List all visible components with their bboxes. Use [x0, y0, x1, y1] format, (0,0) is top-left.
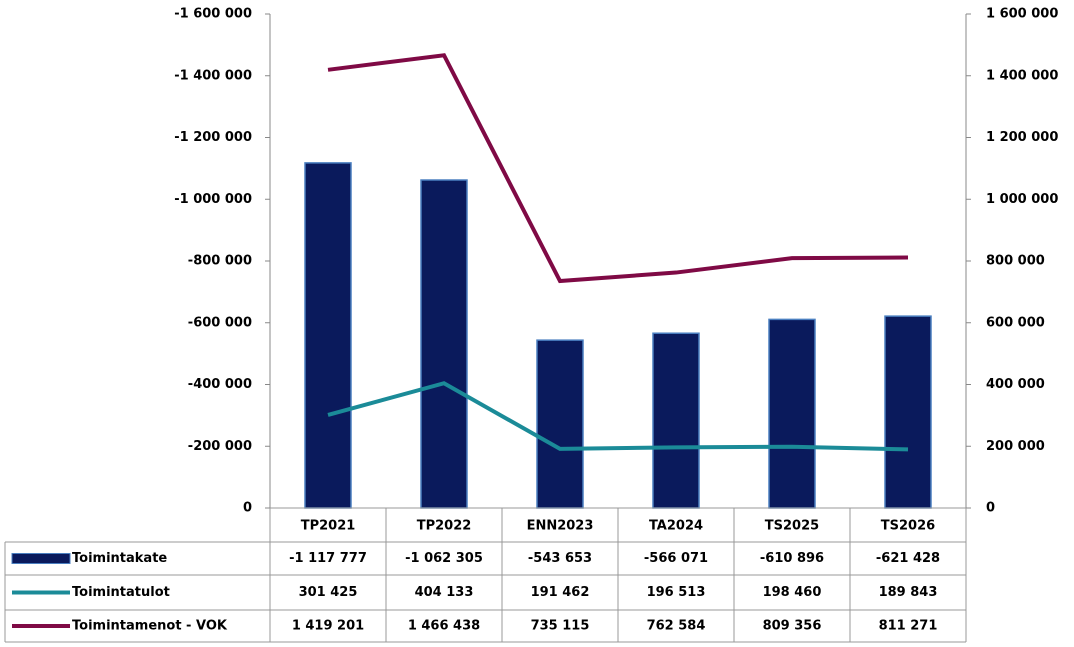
x-tick-label: TS2025: [765, 519, 819, 534]
table-value: 811 271: [879, 619, 938, 634]
y2-tick-label: 200 000: [986, 439, 1045, 454]
table-value: 198 460: [763, 585, 822, 600]
y2-tick-label: 1 600 000: [986, 7, 1058, 22]
table-value: 1 419 201: [292, 619, 364, 634]
y-tick-label: -1 200 000: [174, 130, 252, 145]
y-tick-label: -1 400 000: [174, 68, 252, 83]
y2-tick-label: 800 000: [986, 254, 1045, 269]
bar: [768, 318, 816, 509]
y2-tick-label: 1 000 000: [986, 192, 1058, 207]
y-tick-label: 0: [243, 501, 252, 516]
bar: [420, 179, 468, 509]
y-tick-label: -800 000: [188, 254, 252, 269]
bar: [536, 339, 584, 509]
table-value: 191 462: [531, 585, 590, 600]
table-value: 735 115: [531, 619, 590, 634]
table-value: -1 062 305: [405, 551, 483, 566]
y2-tick-label: 1 400 000: [986, 68, 1058, 83]
legend-label: Toimintakate: [72, 551, 167, 566]
y-tick-label: -1 600 000: [174, 7, 252, 22]
x-tick-label: TP2021: [301, 519, 356, 534]
table-value: -610 896: [760, 551, 824, 566]
line: [327, 53, 909, 284]
table-value: 1 466 438: [408, 619, 480, 634]
table-value: 189 843: [879, 585, 938, 600]
legend-swatch: [11, 553, 71, 564]
table-value: -566 071: [644, 551, 708, 566]
table-value: 301 425: [299, 585, 358, 600]
y-tick-label: -200 000: [188, 439, 252, 454]
y2-tick-label: 0: [986, 501, 995, 516]
bar: [652, 332, 700, 509]
table-value: 196 513: [647, 585, 706, 600]
y-tick-label: -600 000: [188, 315, 252, 330]
table-value: -1 117 777: [289, 551, 367, 566]
line: [327, 381, 909, 452]
x-tick-label: ENN2023: [527, 519, 594, 534]
legend-label: Toimintatulot: [72, 585, 170, 600]
y2-tick-label: 1 200 000: [986, 130, 1058, 145]
y-tick-label: -1 000 000: [174, 192, 252, 207]
bar: [304, 162, 352, 509]
table-value: 809 356: [763, 619, 822, 634]
y-tick-label: -400 000: [188, 377, 252, 392]
x-tick-label: TS2026: [881, 519, 935, 534]
table-value: 762 584: [647, 619, 706, 634]
legend-label: Toimintamenot - VOK: [72, 619, 228, 634]
table-value: -543 653: [528, 551, 592, 566]
table-value: 404 133: [415, 585, 474, 600]
x-tick-label: TP2022: [417, 519, 472, 534]
y2-tick-label: 600 000: [986, 315, 1045, 330]
table-value: -621 428: [876, 551, 940, 566]
bar: [884, 315, 932, 509]
y2-tick-label: 400 000: [986, 377, 1045, 392]
x-tick-label: TA2024: [649, 519, 703, 534]
